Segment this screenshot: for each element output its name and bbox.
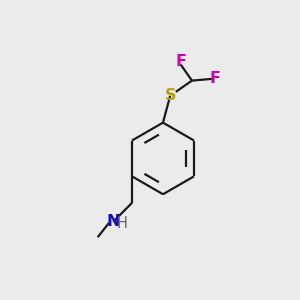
Text: H: H (116, 216, 128, 231)
Text: F: F (175, 54, 186, 69)
Text: N: N (106, 214, 120, 229)
Text: S: S (164, 88, 176, 103)
Text: F: F (209, 71, 220, 86)
